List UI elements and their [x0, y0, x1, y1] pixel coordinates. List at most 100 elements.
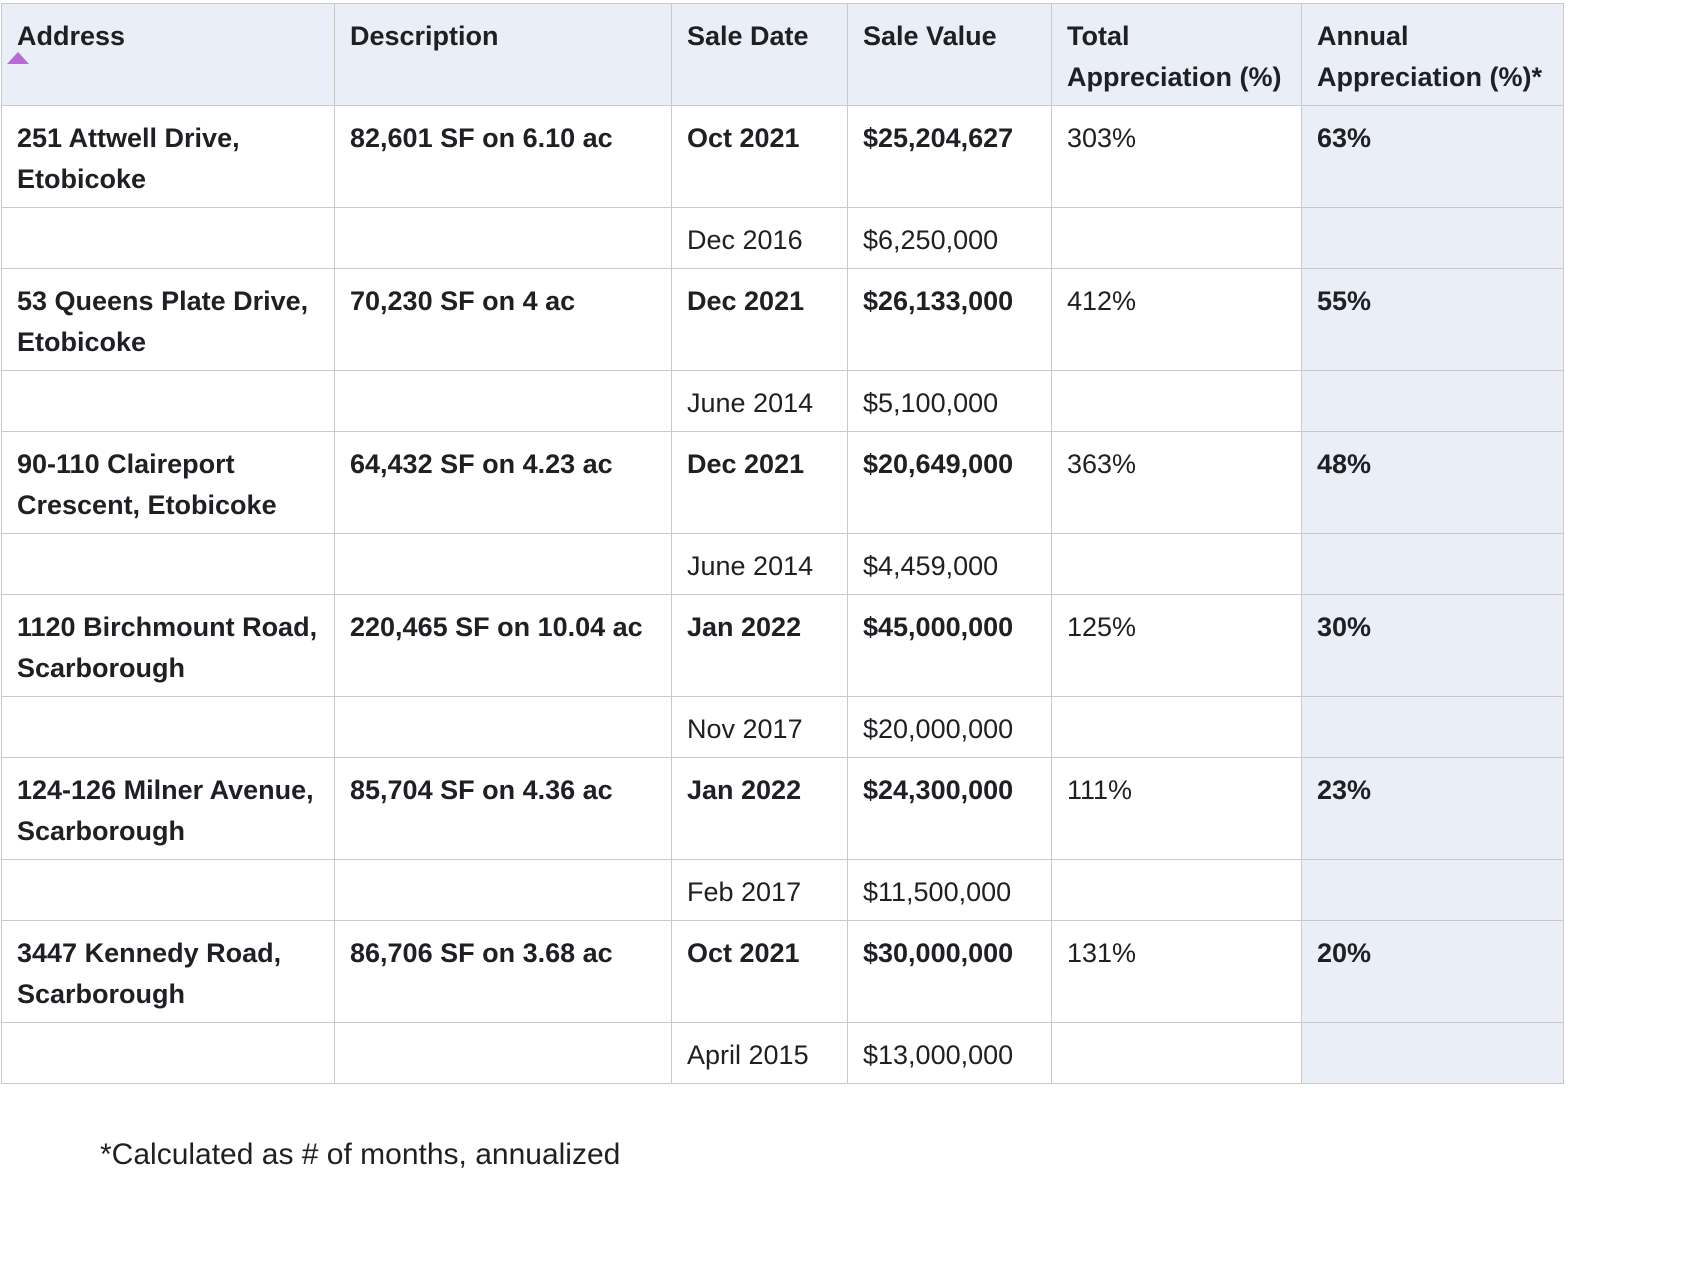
cell-sale-value: $25,204,627 — [847, 105, 1052, 208]
property-sales-table: Address Description Sale Date Sale Value… — [1, 3, 1564, 1084]
cell-description: 82,601 SF on 6.10 ac — [334, 105, 672, 208]
cell-prior-sale-value: $13,000,000 — [847, 1022, 1052, 1084]
table-row: 53 Queens Plate Drive, Etobicoke 70,230 S… — [1, 268, 1564, 371]
cell-address: 1120 Birchmount Road, Scarborough — [1, 594, 335, 697]
table-row-prior-sale: April 2015 $13,000,000 — [1, 1022, 1564, 1084]
cell-annual-appreciation-empty — [1301, 207, 1564, 269]
cell-annual-appreciation: 23% — [1301, 757, 1564, 860]
sort-ascending-icon[interactable] — [7, 52, 29, 64]
cell-total-appreciation: 363% — [1051, 431, 1302, 534]
cell-sale-date: Dec 2021 — [671, 431, 848, 534]
header-total-appreciation-label: Total Appreciation (%) — [1067, 21, 1282, 92]
cell-total-appreciation-empty — [1051, 859, 1302, 921]
cell-sale-value: $30,000,000 — [847, 920, 1052, 1023]
cell-description-empty — [334, 1022, 672, 1084]
cell-prior-sale-date: Dec 2016 — [671, 207, 848, 269]
cell-address: 53 Queens Plate Drive, Etobicoke — [1, 268, 335, 371]
cell-prior-sale-date: June 2014 — [671, 533, 848, 595]
cell-prior-sale-date: Feb 2017 — [671, 859, 848, 921]
cell-prior-sale-date: April 2015 — [671, 1022, 848, 1084]
header-description-label: Description — [350, 21, 499, 51]
cell-sale-date: Dec 2021 — [671, 268, 848, 371]
cell-description: 220,465 SF on 10.04 ac — [334, 594, 672, 697]
cell-total-appreciation-empty — [1051, 1022, 1302, 1084]
cell-sale-date: Jan 2022 — [671, 757, 848, 860]
cell-address-empty — [1, 696, 335, 758]
cell-prior-sale-value: $11,500,000 — [847, 859, 1052, 921]
table-row: 3447 Kennedy Road, Scarborough 86,706 SF … — [1, 920, 1564, 1023]
cell-total-appreciation: 303% — [1051, 105, 1302, 208]
cell-sale-value: $26,133,000 — [847, 268, 1052, 371]
cell-address: 90-110 Claireport Crescent, Etobicoke — [1, 431, 335, 534]
table-row: 90-110 Claireport Crescent, Etobicoke 64,… — [1, 431, 1564, 534]
cell-address-empty — [1, 370, 335, 432]
table-row: 1120 Birchmount Road, Scarborough 220,465… — [1, 594, 1564, 697]
cell-sale-date: Oct 2021 — [671, 920, 848, 1023]
cell-annual-appreciation-empty — [1301, 533, 1564, 595]
cell-total-appreciation-empty — [1051, 207, 1302, 269]
cell-address: 251 Attwell Drive, Etobicoke — [1, 105, 335, 208]
cell-description-empty — [334, 370, 672, 432]
cell-sale-value: $45,000,000 — [847, 594, 1052, 697]
cell-total-appreciation-empty — [1051, 533, 1302, 595]
sales-table-container: Address Description Sale Date Sale Value… — [1, 3, 1564, 1084]
cell-prior-sale-value: $20,000,000 — [847, 696, 1052, 758]
cell-sale-date: Oct 2021 — [671, 105, 848, 208]
cell-annual-appreciation-empty — [1301, 370, 1564, 432]
cell-sale-date: Jan 2022 — [671, 594, 848, 697]
cell-description-empty — [334, 533, 672, 595]
cell-annual-appreciation-empty — [1301, 859, 1564, 921]
table-row-prior-sale: June 2014 $5,100,000 — [1, 370, 1564, 432]
cell-annual-appreciation-empty — [1301, 696, 1564, 758]
cell-annual-appreciation: 55% — [1301, 268, 1564, 371]
cell-prior-sale-value: $5,100,000 — [847, 370, 1052, 432]
cell-total-appreciation: 125% — [1051, 594, 1302, 697]
table-row-prior-sale: Feb 2017 $11,500,000 — [1, 859, 1564, 921]
table-row-prior-sale: Nov 2017 $20,000,000 — [1, 696, 1564, 758]
header-address-label: Address — [17, 21, 126, 51]
header-row: Address Description Sale Date Sale Value… — [1, 3, 1564, 106]
cell-prior-sale-date: June 2014 — [671, 370, 848, 432]
cell-description-empty — [334, 859, 672, 921]
cell-sale-value: $24,300,000 — [847, 757, 1052, 860]
cell-total-appreciation: 111% — [1051, 757, 1302, 860]
cell-address: 3447 Kennedy Road, Scarborough — [1, 920, 335, 1023]
header-sale-date-label: Sale Date — [687, 21, 809, 51]
header-total-appreciation[interactable]: Total Appreciation (%) — [1051, 3, 1302, 106]
header-description[interactable]: Description — [334, 3, 672, 106]
cell-description: 70,230 SF on 4 ac — [334, 268, 672, 371]
cell-annual-appreciation: 63% — [1301, 105, 1564, 208]
cell-prior-sale-value: $6,250,000 — [847, 207, 1052, 269]
cell-annual-appreciation: 30% — [1301, 594, 1564, 697]
cell-description: 64,432 SF on 4.23 ac — [334, 431, 672, 534]
header-sale-value[interactable]: Sale Value — [847, 3, 1052, 106]
header-annual-appreciation[interactable]: Annual Appreciation (%)* — [1301, 3, 1564, 106]
cell-total-appreciation: 131% — [1051, 920, 1302, 1023]
cell-prior-sale-value: $4,459,000 — [847, 533, 1052, 595]
cell-total-appreciation: 412% — [1051, 268, 1302, 371]
footnote: *Calculated as # of months, annualized — [100, 1138, 621, 1171]
cell-description-empty — [334, 207, 672, 269]
cell-description: 85,704 SF on 4.36 ac — [334, 757, 672, 860]
cell-address-empty — [1, 1022, 335, 1084]
cell-total-appreciation-empty — [1051, 370, 1302, 432]
cell-annual-appreciation-empty — [1301, 1022, 1564, 1084]
table-body: 251 Attwell Drive, Etobicoke 82,601 SF on… — [1, 105, 1564, 1084]
header-annual-appreciation-label: Annual Appreciation (%)* — [1317, 21, 1543, 92]
cell-address-empty — [1, 533, 335, 595]
table-row: 251 Attwell Drive, Etobicoke 82,601 SF on… — [1, 105, 1564, 208]
cell-address: 124-126 Milner Avenue, Scarborough — [1, 757, 335, 860]
header-sale-value-label: Sale Value — [863, 21, 997, 51]
table-row-prior-sale: Dec 2016 $6,250,000 — [1, 207, 1564, 269]
cell-address-empty — [1, 859, 335, 921]
table-row: 124-126 Milner Avenue, Scarborough 85,704… — [1, 757, 1564, 860]
cell-address-empty — [1, 207, 335, 269]
header-address[interactable]: Address — [1, 3, 335, 106]
table-row-prior-sale: June 2014 $4,459,000 — [1, 533, 1564, 595]
cell-annual-appreciation: 20% — [1301, 920, 1564, 1023]
cell-annual-appreciation: 48% — [1301, 431, 1564, 534]
cell-description-empty — [334, 696, 672, 758]
cell-total-appreciation-empty — [1051, 696, 1302, 758]
header-sale-date[interactable]: Sale Date — [671, 3, 848, 106]
cell-description: 86,706 SF on 3.68 ac — [334, 920, 672, 1023]
